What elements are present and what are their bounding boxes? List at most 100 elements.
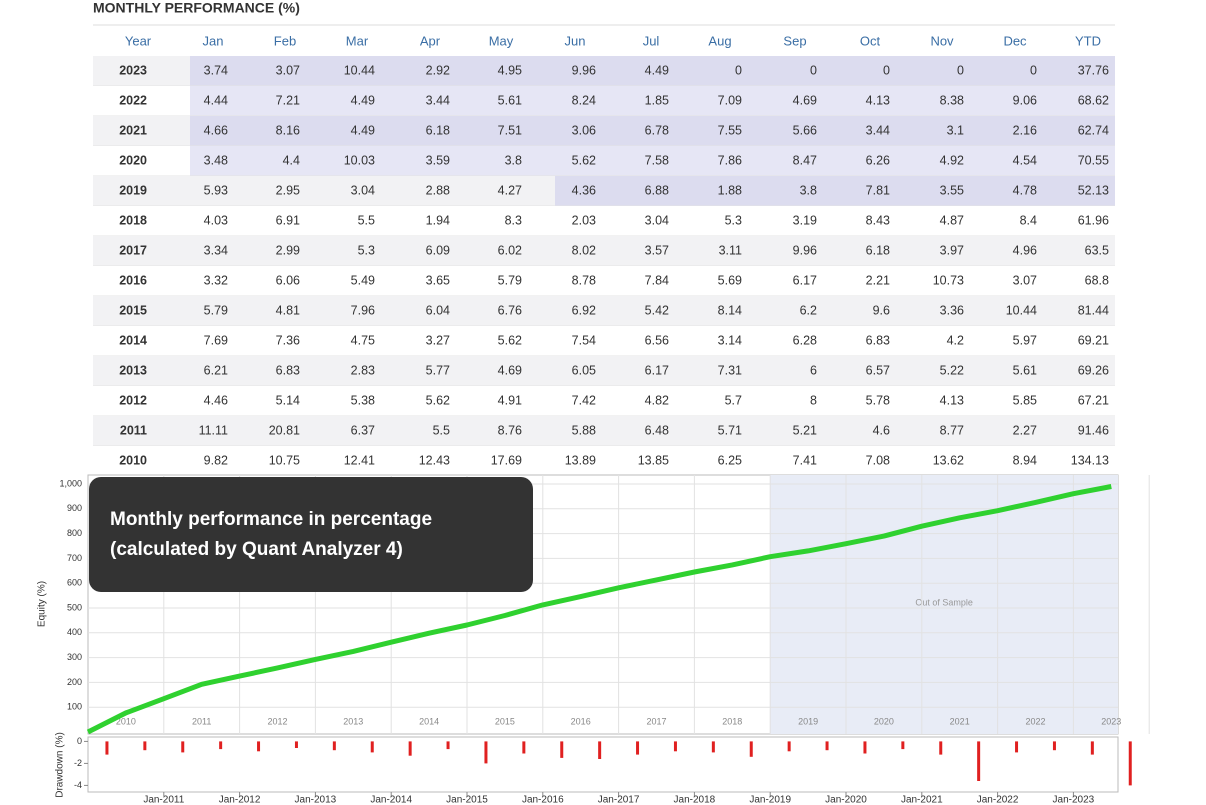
row-bg [93, 236, 1115, 266]
value-cell: 0 [735, 63, 742, 77]
value-cell: 7.81 [866, 183, 890, 197]
value-cell: 3.07 [1013, 273, 1037, 287]
value-cell: 4.91 [498, 393, 522, 407]
annotation-box: Monthly performance in percentage (calcu… [89, 477, 533, 592]
annotation-line: (calculated by Quant Analyzer 4) [110, 539, 403, 560]
value-cell: 10.03 [344, 153, 375, 167]
oos-shade [190, 56, 1115, 86]
drawdown-bar [636, 741, 640, 755]
year-cell: 2020 [119, 153, 147, 167]
x-tick-label: Jan-2020 [825, 795, 867, 805]
drawdown-bar [1015, 741, 1019, 753]
value-cell: 3.97 [940, 243, 964, 257]
value-cell: 6.26 [866, 153, 890, 167]
annotation-line: Monthly performance in percentage [110, 509, 432, 530]
value-cell: 7.21 [276, 93, 300, 107]
value-cell: 3.32 [204, 273, 228, 287]
year-cell: 2014 [119, 333, 147, 347]
value-cell: 7.58 [645, 153, 669, 167]
drawdown-bar [294, 741, 298, 748]
y-tick-label: 1,000 [59, 478, 82, 488]
value-cell: 6.92 [572, 303, 596, 317]
value-cell: 7.86 [718, 153, 742, 167]
value-cell: 5.71 [718, 423, 742, 437]
column-header: Jun [565, 33, 586, 48]
value-cell: 3.27 [426, 333, 450, 347]
value-cell: 62.74 [1078, 123, 1109, 137]
value-cell: 9.82 [204, 453, 228, 467]
year-label: 2018 [722, 716, 742, 726]
value-cell: 3.8 [505, 153, 522, 167]
value-cell: 6.18 [426, 123, 450, 137]
x-tick-label: Jan-2022 [977, 795, 1019, 805]
row-bg [93, 206, 1115, 236]
value-cell: 20.81 [269, 423, 300, 437]
year-cell: 2021 [119, 123, 147, 137]
y-tick-label: 500 [67, 602, 82, 612]
value-cell: 5.38 [351, 393, 375, 407]
value-cell: 7.36 [276, 333, 300, 347]
value-cell: 37.76 [1078, 63, 1109, 77]
value-cell: 3.74 [204, 63, 228, 77]
drawdown-bar [673, 741, 677, 752]
value-cell: 2.16 [1013, 123, 1037, 137]
value-cell: 6.21 [204, 363, 228, 377]
value-cell: 7.41 [793, 453, 817, 467]
value-cell: 7.08 [866, 453, 890, 467]
drawdown-bar [522, 741, 526, 754]
value-cell: 12.43 [419, 453, 450, 467]
year-cell: 2016 [119, 273, 147, 287]
column-header: Feb [274, 33, 296, 48]
value-cell: 2.88 [426, 183, 450, 197]
x-tick-label: Jan-2021 [901, 795, 943, 805]
value-cell: 3.44 [426, 93, 450, 107]
value-cell: 7.84 [645, 273, 669, 287]
value-cell: 4.92 [940, 153, 964, 167]
y-tick-label: 600 [67, 578, 82, 588]
y-tick-label: 300 [67, 652, 82, 662]
value-cell: 13.89 [565, 453, 596, 467]
column-header: Nov [930, 33, 954, 48]
year-label: 2019 [798, 716, 818, 726]
value-cell: 8.38 [940, 93, 964, 107]
value-cell: 69.26 [1078, 363, 1109, 377]
value-cell: 6.83 [276, 363, 300, 377]
value-cell: 9.96 [793, 243, 817, 257]
table: Year Jan Feb Mar Apr May Jun Jul Aug Sep Oct Nov Dec… [93, 33, 1115, 477]
value-cell: 7.31 [718, 363, 742, 377]
value-cell: 8.94 [1013, 453, 1037, 467]
year-cell: 2018 [119, 213, 147, 227]
year-cell: 2015 [119, 303, 147, 317]
value-cell: 5.62 [572, 153, 596, 167]
value-cell: 68.8 [1085, 273, 1109, 287]
drawdown-bar [1090, 741, 1094, 755]
value-cell: 2.03 [572, 213, 596, 227]
oos-shade [555, 176, 1115, 206]
value-cell: 2.92 [426, 63, 450, 77]
value-cell: 5.42 [645, 303, 669, 317]
value-cell: 4.44 [204, 93, 228, 107]
value-cell: 5.61 [1013, 363, 1037, 377]
value-cell: 4.69 [498, 363, 522, 377]
value-cell: 91.46 [1078, 423, 1109, 437]
value-cell: 6.06 [276, 273, 300, 287]
value-cell: 2.83 [351, 363, 375, 377]
value-cell: 10.75 [269, 453, 300, 467]
value-cell: 134.13 [1071, 453, 1109, 467]
value-cell: 4.27 [498, 183, 522, 197]
column-header: Jul [643, 33, 660, 48]
drawdown-bar [901, 741, 905, 750]
row-bg [93, 416, 1115, 446]
year-label: 2013 [343, 716, 363, 726]
value-cell: 69.21 [1078, 333, 1109, 347]
value-cell: 3.07 [276, 63, 300, 77]
column-header: Sep [783, 33, 806, 48]
equity-line [86, 484, 1112, 735]
drawdown-bar [749, 741, 753, 757]
drawdown-bar [484, 741, 488, 764]
value-cell: 3.04 [351, 183, 375, 197]
drawdown-bar [446, 741, 450, 750]
row-bg [93, 326, 1115, 356]
value-cell: 8.43 [866, 213, 890, 227]
value-cell: 4.75 [351, 333, 375, 347]
